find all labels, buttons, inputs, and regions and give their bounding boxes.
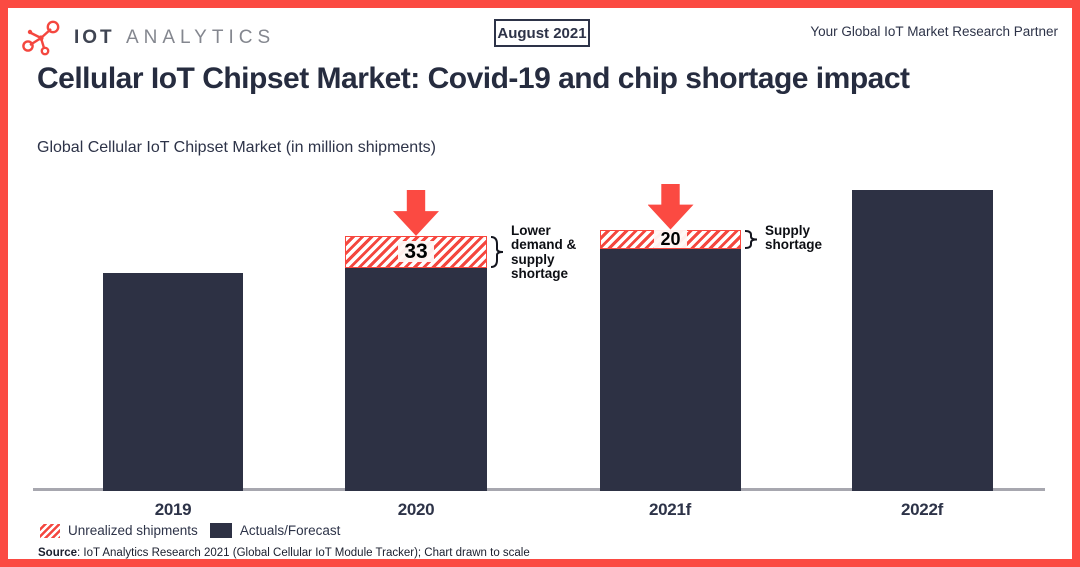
legend-item-actuals: Actuals/Forecast: [209, 523, 341, 538]
x-label-2022f: 2022f: [901, 500, 943, 519]
legend: Unrealized shipments Actuals/Forecast: [40, 523, 340, 538]
legend-item-unrealized: Unrealized shipments: [40, 523, 198, 538]
bar-2021f-actuals-segment: [600, 248, 741, 491]
legend-label: Actuals/Forecast: [239, 523, 341, 538]
down-arrow-icon: [647, 183, 694, 230]
x-label-2020: 2020: [397, 500, 435, 519]
x-axis-line: [33, 488, 1045, 491]
legend-swatch-solid-icon: [209, 523, 232, 538]
bar-2022f: [852, 190, 993, 491]
brand-name-light: ANALYTICS: [125, 27, 276, 48]
date-badge: August 2021: [494, 19, 590, 47]
bar-2019: [103, 272, 243, 491]
brand-name: IOT ANALYTICS: [74, 27, 275, 49]
page-title: Cellular IoT Chipset Market: Covid-19 an…: [37, 62, 910, 95]
segment-value-label-2020: 33: [398, 241, 434, 263]
legend-swatch-hatch-icon: [40, 523, 60, 538]
annotation-supply-shortage: Supply shortage: [765, 222, 823, 252]
x-label-2019: 2019: [154, 500, 192, 519]
brand-name-bold: IOT: [74, 27, 115, 48]
bar-2022f-actuals-segment: [852, 190, 993, 491]
x-label-2021f: 2021f: [649, 500, 691, 519]
bar-2021f: 20 Supply shortage: [600, 183, 822, 491]
down-arrow-icon: [393, 189, 439, 236]
bar-2019-actuals-segment: [103, 272, 243, 491]
segment-value-label-2021f: 20: [654, 230, 687, 248]
legend-label: Unrealized shipments: [68, 523, 198, 538]
bar-2020: 33 Lower demand & supply shortage: [345, 189, 576, 491]
annotation-lower-demand: Lower demand & supply shortage: [511, 222, 577, 281]
brand-logo: IOT ANALYTICS: [20, 20, 275, 56]
brand-tagline: Your Global IoT Market Research Partner: [810, 24, 1058, 39]
bar-2020-unrealized-segment: 33: [345, 235, 487, 268]
source-label: Source: [38, 547, 77, 559]
bar-2021f-unrealized-segment: 20: [600, 229, 741, 249]
source-note: Source: IoT Analytics Research 2021 (Glo…: [38, 547, 530, 559]
source-text: : IoT Analytics Research 2021 (Global Ce…: [77, 547, 530, 559]
bar-2020-actuals-segment: [345, 267, 487, 491]
molecule-network-icon: [22, 20, 60, 56]
curly-brace-icon: [744, 229, 758, 249]
curly-brace-icon: [490, 235, 504, 268]
chart-subtitle: Global Cellular IoT Chipset Market (in m…: [37, 139, 436, 156]
